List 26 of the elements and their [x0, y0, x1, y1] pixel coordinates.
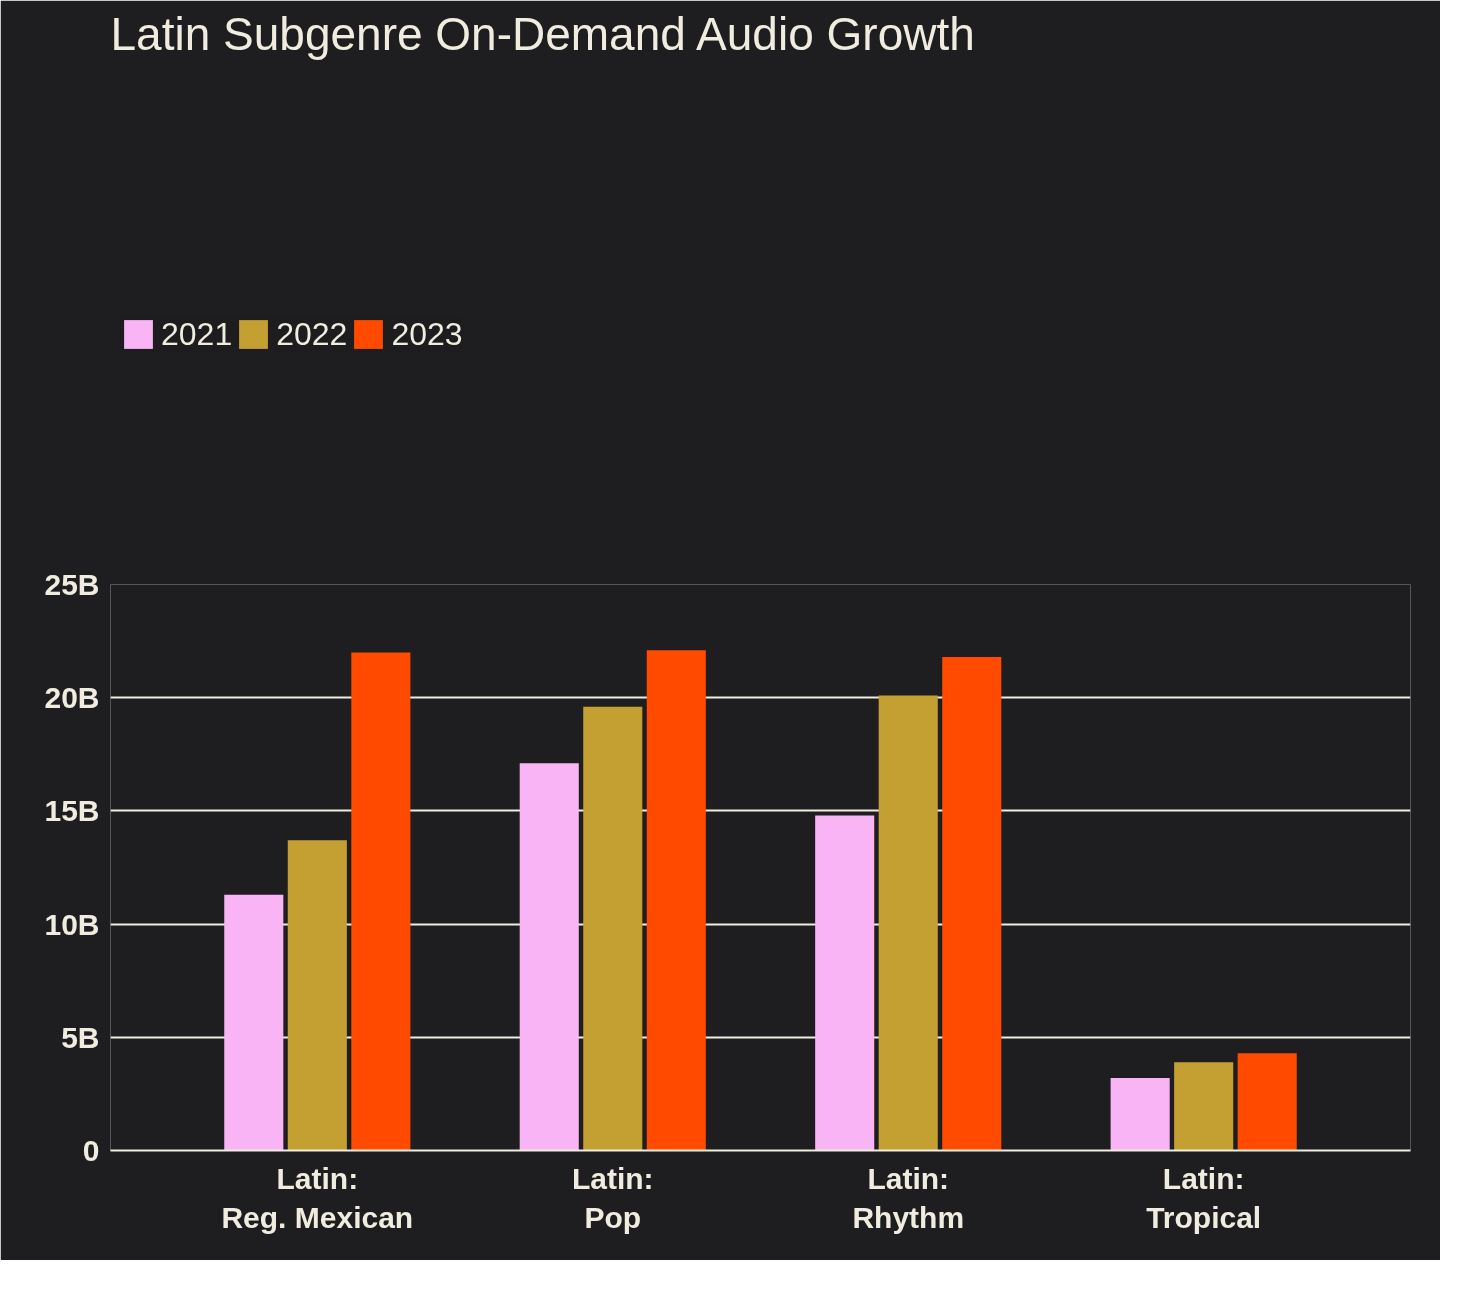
bar: [878, 695, 938, 1151]
bar: [815, 815, 875, 1151]
x-tick-label: Latin: Pop: [571, 1161, 654, 1235]
legend-label: 2021: [161, 315, 233, 353]
legend-label: 2022: [276, 315, 348, 353]
bar: [1174, 1062, 1234, 1151]
chart-title: Latin Subgenre On-Demand Audio Growth: [110, 7, 975, 60]
y-tick-label: 5B: [61, 1020, 100, 1054]
y-tick-label: 20B: [44, 681, 100, 715]
y-tick-label: 15B: [44, 794, 100, 828]
legend-label: 2023: [391, 315, 463, 353]
bar: [287, 840, 347, 1151]
y-tick-label: 25B: [44, 568, 100, 601]
bar: [519, 763, 579, 1151]
bar: [1237, 1053, 1297, 1151]
y-tick-label: 0: [82, 1134, 100, 1167]
bar: [1110, 1078, 1170, 1151]
bar: [942, 656, 1002, 1151]
x-tick-label: Latin: Rhythm: [852, 1161, 965, 1235]
x-tick-label: Latin: Reg. Mexican: [221, 1161, 414, 1235]
bar: [583, 706, 643, 1151]
x-tick-label: Latin: Tropical: [1146, 1161, 1262, 1235]
bar: [224, 894, 284, 1151]
y-tick-label: 10B: [44, 907, 100, 941]
bar: [646, 650, 706, 1151]
bar: [351, 652, 411, 1151]
